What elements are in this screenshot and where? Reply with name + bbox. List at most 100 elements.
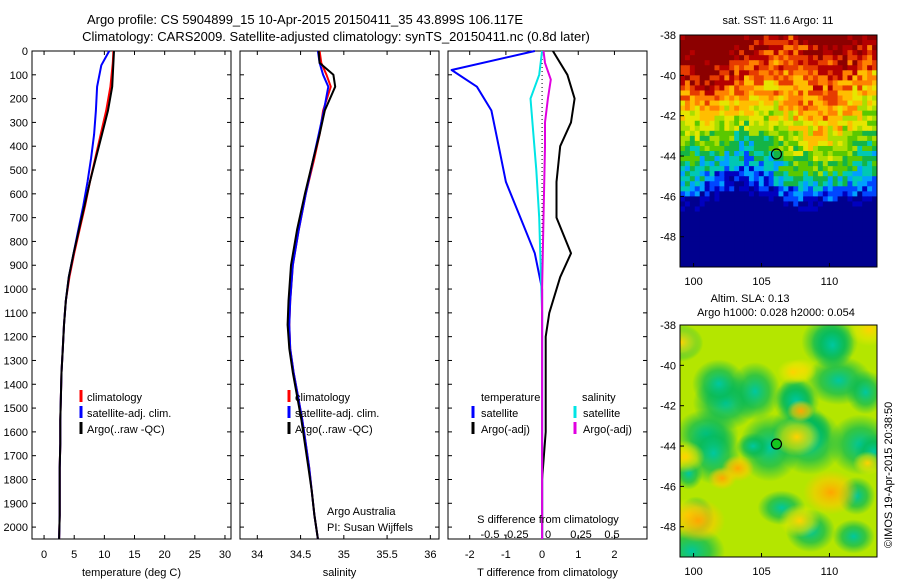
sst-cell <box>763 65 770 71</box>
sst-cell <box>852 135 858 142</box>
y-tick-label: -48 <box>660 522 676 534</box>
sst-cell <box>832 85 839 92</box>
sst-cell <box>680 35 686 41</box>
map-image <box>680 35 877 267</box>
sst-cell <box>783 176 789 182</box>
sst-cell <box>808 145 814 152</box>
sst-cell <box>753 45 760 51</box>
sst-cell <box>748 201 755 208</box>
sst-cell <box>852 161 858 167</box>
sst-cell <box>709 161 716 167</box>
x-tick-label: -2 <box>465 549 475 561</box>
sst-cell <box>862 140 868 147</box>
sla-low-blob <box>845 370 877 415</box>
sst-cell <box>739 120 745 127</box>
sst-cell <box>680 176 686 182</box>
sst-cell <box>680 40 686 46</box>
sst-cell <box>724 196 730 203</box>
sst-cell <box>812 75 819 81</box>
sst-cell <box>768 171 775 177</box>
sst-cell <box>837 135 844 142</box>
sst-cell <box>847 60 853 66</box>
sst-cell <box>862 221 868 228</box>
y-tick-label: -46 <box>660 481 676 493</box>
x-tick-label: 2 <box>611 549 617 561</box>
sst-cell <box>857 261 863 267</box>
sst-cell <box>734 251 740 258</box>
sst-cell <box>862 70 868 76</box>
sst-cell <box>817 55 824 61</box>
sst-cell <box>768 166 775 172</box>
sst-cell <box>778 110 785 117</box>
sst-cell <box>719 251 725 258</box>
sst-cell <box>714 85 720 92</box>
sst-cell <box>768 251 775 258</box>
sst-cell <box>872 95 877 102</box>
sst-cell <box>748 206 755 213</box>
sst-cell <box>768 80 775 87</box>
sst-cell <box>822 161 829 167</box>
sst-cell <box>689 256 696 263</box>
sst-cell <box>714 166 720 172</box>
sst-cell <box>867 80 873 87</box>
sst-cell <box>827 80 834 87</box>
sst-cell <box>729 65 735 71</box>
sst-cell <box>808 226 814 233</box>
sst-cell <box>768 45 775 51</box>
sst-cell <box>842 60 849 66</box>
y-tick-label: 900 <box>10 260 28 272</box>
sst-cell <box>798 45 804 51</box>
sst-cell <box>812 110 819 117</box>
sst-cell <box>748 211 755 218</box>
sst-cell <box>763 176 770 182</box>
sst-cell <box>837 256 844 263</box>
sst-cell <box>744 85 750 92</box>
sst-cell <box>783 226 789 233</box>
sst-cell <box>699 100 706 107</box>
sst-cell <box>862 236 868 243</box>
sst-cell <box>817 186 824 192</box>
sst-cell <box>798 241 804 248</box>
sst-cell <box>680 201 686 208</box>
sst-cell <box>817 216 824 223</box>
sst-cell <box>758 181 765 187</box>
sst-cell <box>734 176 740 182</box>
sst-cell <box>798 226 804 233</box>
sst-cell <box>852 206 858 213</box>
sst-cell <box>734 100 740 107</box>
sst-cell <box>808 236 814 243</box>
sst-cell <box>748 191 755 197</box>
sst-cell <box>778 145 785 152</box>
sst-cell <box>744 241 750 248</box>
sst-cell <box>694 161 701 167</box>
sst-cell <box>788 70 794 76</box>
y-tick-label: 1200 <box>4 332 28 344</box>
sst-cell <box>773 140 780 147</box>
sst-cell <box>867 166 873 172</box>
sst-cell <box>704 105 711 112</box>
sst-cell <box>768 105 775 112</box>
sst-cell <box>798 35 804 41</box>
sst-cell <box>729 166 735 172</box>
sst-cell <box>684 120 691 127</box>
map-frame <box>679 34 878 268</box>
sst-cell <box>739 166 745 172</box>
sst-cell <box>808 251 814 258</box>
sst-cell <box>763 166 770 172</box>
sst-cell <box>724 171 730 177</box>
sst-cell <box>773 105 780 112</box>
sst-cell <box>862 211 868 218</box>
sst-cell <box>758 216 765 223</box>
sst-cell <box>778 241 785 248</box>
sst-cell <box>842 80 849 87</box>
sst-cell <box>867 85 873 92</box>
sst-cell <box>778 80 785 87</box>
sst-cell <box>748 90 755 97</box>
sst-cell <box>857 221 863 228</box>
sst-cell <box>758 130 765 137</box>
sst-cell <box>778 226 785 233</box>
sst-cell <box>803 226 809 233</box>
sst-cell <box>729 221 735 228</box>
sst-cell <box>867 120 873 127</box>
sst-cell <box>709 140 716 147</box>
